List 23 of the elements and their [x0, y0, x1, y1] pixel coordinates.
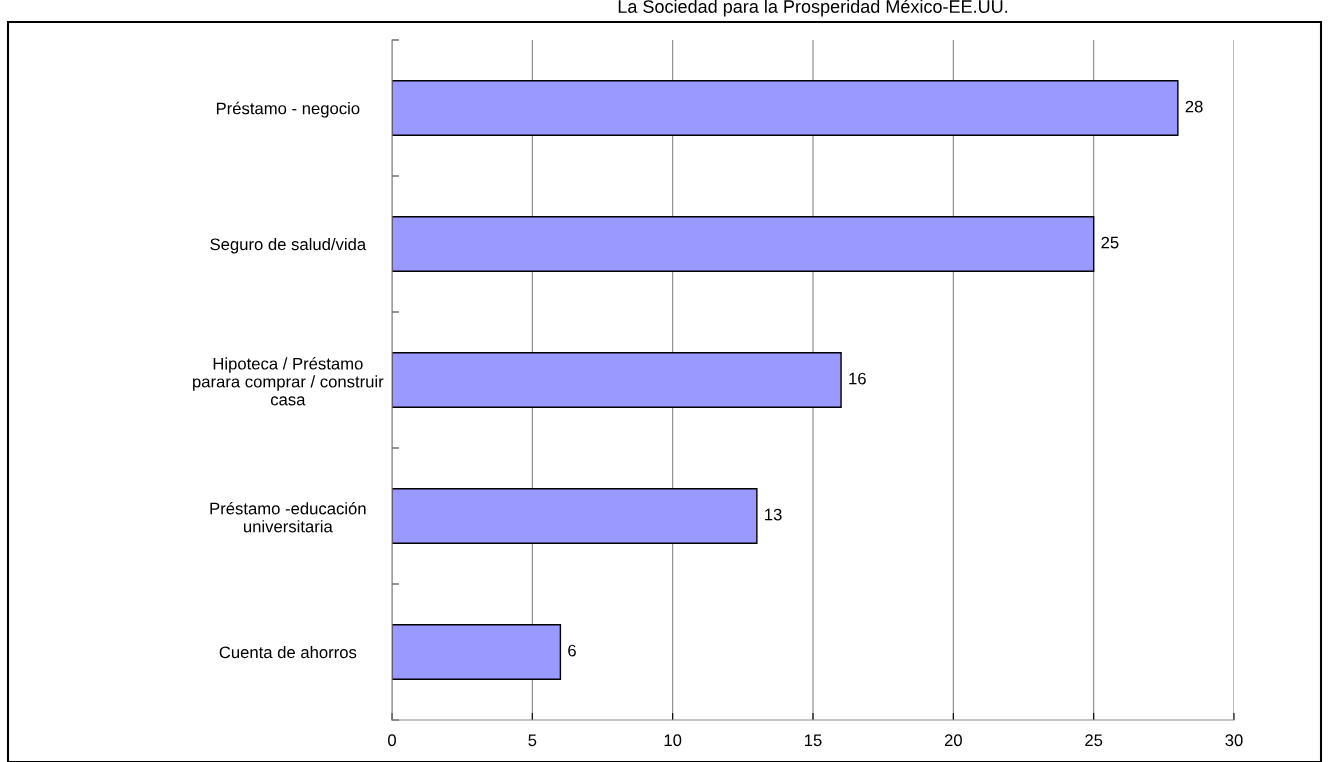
bar	[392, 352, 842, 408]
bar	[392, 80, 1179, 136]
x-tick-label: 15	[805, 734, 822, 747]
chart-title: La Sociedad para la Prosperidad México-EE.UU.	[618, 0, 1008, 17]
bar	[392, 216, 1095, 272]
bar	[392, 624, 562, 680]
x-tick-label: 25	[1085, 734, 1103, 747]
x-tick-label: 30	[1225, 734, 1243, 747]
x-tick-label: 20	[944, 734, 962, 747]
y-tick-label: Cuenta de ahorros	[219, 645, 357, 659]
y-tick-label: Seguro de salud/vida	[210, 237, 367, 254]
data-label: 16	[849, 372, 866, 385]
y-tick-label: Préstamo - negocio	[216, 101, 360, 118]
x-tick-label: 0	[388, 734, 396, 747]
data-label: 28	[1185, 100, 1203, 113]
x-tick-label: 10	[664, 734, 682, 747]
y-tick-label: Hipoteca / Préstamo parara comprar / construir casa	[193, 357, 384, 406]
data-label: 25	[1101, 236, 1119, 249]
bar	[392, 488, 758, 544]
y-tick-label: Préstamo -educación universitaria	[210, 502, 366, 533]
data-label: 13	[765, 508, 782, 521]
x-tick-label: 5	[528, 734, 537, 747]
data-label: 6	[568, 644, 576, 657]
